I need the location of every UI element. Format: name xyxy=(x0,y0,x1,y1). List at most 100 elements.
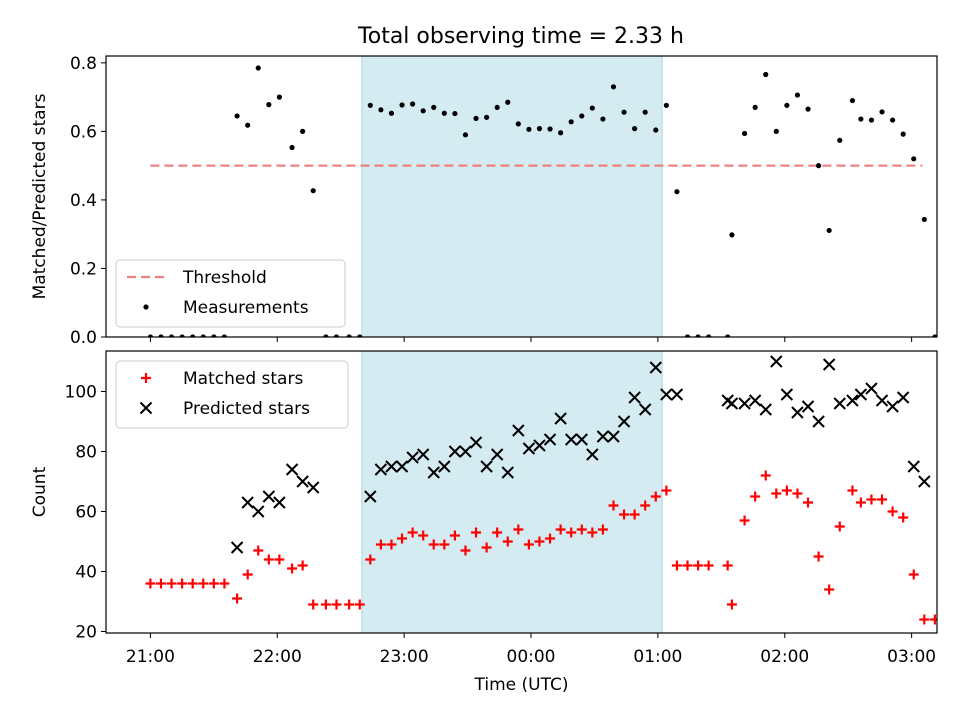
data-point xyxy=(420,108,426,114)
data-point xyxy=(388,110,395,116)
data-point xyxy=(547,126,553,132)
series-measurements xyxy=(147,65,937,337)
data-point xyxy=(663,102,669,108)
legend-label: Matched stars xyxy=(183,369,303,389)
data-point xyxy=(725,397,739,410)
data-point xyxy=(386,539,397,550)
data-point xyxy=(555,524,566,535)
data-point xyxy=(846,394,859,407)
data-point xyxy=(759,403,772,416)
data-point xyxy=(822,358,836,371)
x-tick-label: 22:00 xyxy=(253,647,302,667)
data-point xyxy=(187,578,198,589)
data-point xyxy=(273,496,286,509)
data-point xyxy=(568,119,574,125)
data-point xyxy=(490,448,504,461)
data-point xyxy=(385,460,398,473)
data-point xyxy=(296,475,309,488)
data-point xyxy=(263,554,274,565)
data-point xyxy=(877,494,888,505)
observing-interval-band xyxy=(361,55,663,338)
data-point xyxy=(253,545,264,556)
data-point xyxy=(792,488,803,499)
legend-box xyxy=(115,360,349,429)
data-point xyxy=(726,599,737,610)
data-point xyxy=(837,137,843,143)
data-point xyxy=(158,334,164,337)
data-point xyxy=(918,475,931,488)
data-point xyxy=(849,97,856,104)
data-point xyxy=(501,466,514,479)
data-point xyxy=(374,463,388,476)
data-point xyxy=(241,496,254,509)
data-point xyxy=(855,497,866,508)
data-point xyxy=(738,397,751,410)
data-point xyxy=(608,500,619,511)
data-point xyxy=(533,439,546,452)
data-point xyxy=(706,334,712,337)
data-point xyxy=(834,521,845,532)
data-point xyxy=(597,524,608,535)
data-point xyxy=(566,527,577,538)
data-point xyxy=(741,130,748,137)
data-point xyxy=(310,188,316,194)
x-axis-label: Time (UTC) xyxy=(474,675,569,695)
data-point xyxy=(331,599,342,610)
y-tick-label: 60 xyxy=(75,503,97,523)
data-point xyxy=(858,116,864,122)
data-point xyxy=(879,109,885,115)
data-point xyxy=(481,542,492,553)
data-point xyxy=(473,115,479,121)
data-point xyxy=(784,102,790,108)
data-point xyxy=(781,485,792,496)
data-point xyxy=(575,433,588,446)
data-point xyxy=(865,382,878,395)
data-point xyxy=(439,539,450,550)
data-point xyxy=(333,334,340,337)
data-point xyxy=(307,481,320,494)
data-point xyxy=(308,599,319,610)
data-point xyxy=(545,533,556,544)
data-point xyxy=(854,388,868,401)
data-point xyxy=(576,524,587,535)
data-point xyxy=(168,334,175,337)
data-point xyxy=(887,506,898,517)
series-matched-stars xyxy=(145,470,937,625)
data-point xyxy=(554,412,567,425)
data-point xyxy=(619,509,630,520)
data-point xyxy=(262,490,276,503)
data-point xyxy=(752,104,758,111)
data-point xyxy=(889,117,896,123)
observing-interval-band xyxy=(361,350,663,634)
data-point xyxy=(534,536,545,547)
data-point xyxy=(932,334,937,337)
y-tick-label: 20 xyxy=(75,623,97,643)
data-point xyxy=(287,563,298,574)
data-point xyxy=(179,334,185,337)
data-point xyxy=(684,334,691,337)
legend-predicted-swatch xyxy=(139,401,153,415)
data-point xyxy=(276,94,282,100)
data-point xyxy=(523,539,534,550)
data-point xyxy=(833,397,846,410)
data-point xyxy=(812,415,825,428)
data-point xyxy=(729,232,735,238)
data-point xyxy=(649,361,662,374)
data-point xyxy=(596,430,610,443)
data-point xyxy=(418,530,429,541)
data-point xyxy=(629,509,640,520)
data-point xyxy=(929,614,937,625)
data-point xyxy=(219,578,230,589)
data-point xyxy=(642,109,648,115)
bottom-panel: 20 40 60 80 100 21:00 22:00 23:00 00:00 01:00 02:0… xyxy=(30,350,938,695)
data-point xyxy=(866,494,877,505)
data-point xyxy=(230,541,244,554)
data-point xyxy=(791,406,804,419)
data-point xyxy=(297,560,308,571)
legend-matched-swatch xyxy=(141,373,151,383)
data-point xyxy=(232,593,243,604)
data-point xyxy=(907,460,920,473)
data-point xyxy=(354,599,365,610)
data-point xyxy=(794,92,801,98)
